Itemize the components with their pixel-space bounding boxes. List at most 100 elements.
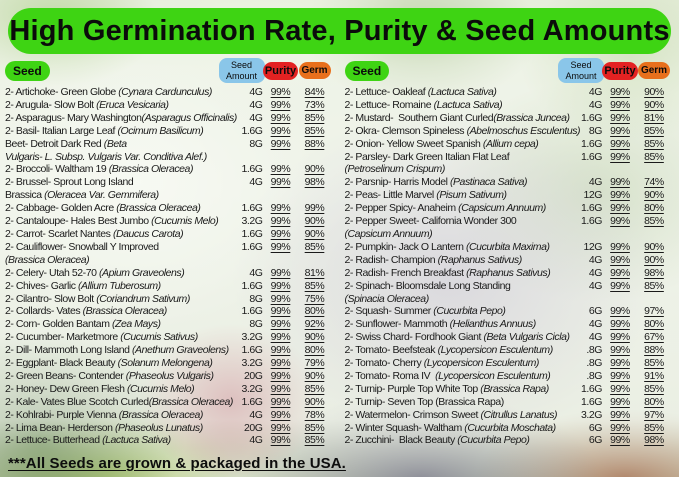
seed-latin-name: (Allium Tuberosum) xyxy=(78,279,161,292)
germ-value: 75% xyxy=(304,292,325,305)
seed-row: 2- Basil- Italian Large Leaf (Ocimum Bas… xyxy=(5,125,333,138)
germ-value: 90% xyxy=(304,331,325,344)
seed-latin-name: (Cucurbita Pepo) xyxy=(457,434,530,447)
purity-value: 99% xyxy=(270,111,291,124)
seed-name: 2- Lettuce- Romaine (Lactuca Sativa) xyxy=(345,99,571,112)
seed-latin-name: (Raphanus Sativus) xyxy=(466,266,551,279)
purity-value: 99% xyxy=(270,318,291,331)
title-banner: High Germination Rate, Purity & Seed Amo… xyxy=(8,8,671,54)
purity-value: 99% xyxy=(610,369,630,382)
seed-row: Beet- Detroit Dark Red (Beta Vulgaris- L… xyxy=(5,138,333,164)
seed-name: 2- Okra- Clemson Spineless (Abelmoschus … xyxy=(345,125,581,138)
seed-common-name: 2- Spinach- Bloomsdale Long Standing xyxy=(344,279,511,292)
seed-row: 2- Zucchini- Black Beauty (Cucurbita Pep… xyxy=(345,434,673,447)
seed-name: 2- Onion- Yellow Sweet Spanish (Allium c… xyxy=(345,138,571,151)
seed-name: 2- Tomato- Roma IV (Lycopersicon Esculen… xyxy=(345,370,571,383)
seed-row: 2- Cauliflower- Snowball Y Improved (Bra… xyxy=(5,241,333,267)
purity-value: 99% xyxy=(610,266,630,279)
seed-name: 2- Peas- Little Marvel (Pisum Sativum) xyxy=(345,189,571,202)
purity-header-badge: Purity xyxy=(262,61,299,80)
seed-amount-value: 1.6G xyxy=(241,279,263,292)
purity-value: 99% xyxy=(610,215,630,228)
seed-name: 2- Mustard- Southern Giant Curled(Brassi… xyxy=(345,112,571,125)
purity-value: 99% xyxy=(610,86,630,98)
germ-value: 85% xyxy=(304,382,325,395)
seed-row: 2- Green Beans- Contender (Phaseolus Vul… xyxy=(5,370,333,383)
seed-common-name: 2- Basil- Italian Large Leaf xyxy=(5,124,118,137)
purity-value: 99% xyxy=(270,227,291,240)
seed-latin-name: (Phaseolus Lunatus) xyxy=(115,421,203,434)
purity-value: 99% xyxy=(270,369,291,382)
seed-row: 2- Cilantro- Slow Bolt (Coriandrum Sativ… xyxy=(5,293,333,306)
seed-amount-value: 4G xyxy=(588,331,603,344)
seed-row: 2- Cabbage- Golden Acre (Brassica Olerac… xyxy=(5,202,333,215)
seed-row: 2- Peas- Little Marvel (Pisum Sativum) 1… xyxy=(345,189,673,202)
seed-name: 2- Spinach- Bloomsdale Long Standing (Sp… xyxy=(345,280,571,306)
seed-amount-value: 8G xyxy=(249,137,263,150)
seed-amount-value: 3.2G xyxy=(581,408,602,421)
seed-row: 2- Brussel- Sprout Long Island Brassica … xyxy=(5,176,333,202)
seed-name: 2- Parsnip- Harris Model (Pastinaca Sati… xyxy=(345,176,571,189)
seed-amount-value: 1.6G xyxy=(581,111,602,124)
purity-value: 99% xyxy=(270,124,291,137)
seed-name: 2- Cucumber- Marketmore (Cucumis Sativus… xyxy=(5,331,231,344)
seed-row: 2- Artichoke- Green Globe (Cynara Cardun… xyxy=(5,86,333,99)
seed-latin-name: (Raphanus Sativus) xyxy=(437,253,523,266)
purity-value: 99% xyxy=(610,279,630,292)
seed-latin-name: (Brassica Oleracea) xyxy=(82,305,168,318)
seed-row: 2- Corn- Golden Bantam (Zea Mays) 8G 99%… xyxy=(5,318,333,331)
seed-latin-name: (Brassica Oleracea) xyxy=(118,408,204,421)
seed-amount-value: 1.6G xyxy=(241,163,263,176)
seed-common-name: 2- Corn- Golden Bantam xyxy=(5,318,112,331)
seed-latin-name: (Allium cepa) xyxy=(482,137,539,150)
seed-amount-value: .8G xyxy=(586,369,602,382)
germ-value: 85% xyxy=(304,279,325,292)
seed-name: 2- Kohlrabi- Purple Vienna (Brassica Ole… xyxy=(5,409,231,422)
seed-latin-name: (Capsicum Annuum) xyxy=(458,202,546,215)
purity-value: 99% xyxy=(610,408,630,421)
seed-latin-name: (Cucurbita Maxima) xyxy=(466,240,550,253)
seed-amount-value: 1.6G xyxy=(581,382,602,395)
seed-common-name: 2- Celery- Utah 52-70 xyxy=(5,266,99,279)
seed-amount-value: 12G xyxy=(583,189,603,202)
germ-value: 98% xyxy=(644,266,664,279)
purity-value: 99% xyxy=(610,305,630,318)
seed-latin-name: (Cynara Cardunculus) xyxy=(118,86,212,98)
seed-row: 2- Asparagus- Mary Washington(Asparagus … xyxy=(5,112,333,125)
seed-name: 2- Radish- Champion (Raphanus Sativus) xyxy=(345,254,571,267)
seed-name: 2- Eggplant- Black Beauty (Solanum Melon… xyxy=(5,357,231,370)
seed-latin-name: (Brassica Juncea) xyxy=(493,111,570,124)
seed-row: 2- Tomato- Roma IV (Lycopersicon Esculen… xyxy=(345,370,673,383)
seed-latin-name: (Asparagus Officinalis) xyxy=(141,111,238,124)
purity-value: 99% xyxy=(610,98,630,111)
seed-row: 2- Chives- Garlic (Allium Tuberosum) 1.6… xyxy=(5,280,333,293)
germ-value: 85% xyxy=(644,421,664,434)
seed-name: 2- Kale- Vates Blue Scotch Curled(Brassi… xyxy=(5,396,233,409)
seed-row: 2- Lettuce- Butterhead (Lactuca Sativa) … xyxy=(5,434,333,447)
seed-common-name: 2- Carrot- Scarlet Nantes xyxy=(5,227,113,240)
seed-common-name: 2- Turnip- Seven Top (Brassica Rapa) xyxy=(344,395,505,408)
seed-name: 2- Green Beans- Contender (Phaseolus Vul… xyxy=(5,370,231,383)
seed-latin-name: (Zea Mays) xyxy=(111,318,161,331)
seed-row: 2- Lettuce- Romaine (Lactuca Sativa) 4G … xyxy=(345,99,673,112)
seed-latin-name: (Petroselinum Crispum) xyxy=(344,163,446,176)
seed-name: 2- Lettuce- Butterhead (Lactuca Sativa) xyxy=(5,434,231,447)
seed-latin-name: (Capsicum Annuum) xyxy=(344,227,433,240)
seed-latin-name: (Cucumis Melo) xyxy=(151,215,219,228)
purity-value: 99% xyxy=(270,344,291,357)
purity-header-badge: Purity xyxy=(602,61,638,80)
seed-common-name: 2- Squash- Summer xyxy=(344,305,434,318)
seed-common-name: 2- Chives- Garlic xyxy=(5,279,78,292)
germ-value: 98% xyxy=(644,434,664,447)
seed-amount-value: 1.6G xyxy=(581,395,602,408)
seed-row: 2- Pepper Spicy- Anaheim (Capsicum Annuu… xyxy=(345,202,673,215)
seed-name: 2- Broccoli- Waltham 19 (Brassica Olerac… xyxy=(5,163,231,176)
seed-header-badge: Seed xyxy=(5,60,50,81)
purity-value: 99% xyxy=(610,124,630,137)
germ-value: 85% xyxy=(304,240,325,253)
seed-common-name: 2- Asparagus- Mary Washington xyxy=(5,111,142,124)
purity-value: 99% xyxy=(270,331,291,344)
seed-amount-value: 1.6G xyxy=(241,227,263,240)
seed-row: 2- Lettuce- Oakleaf (Lactuca Sativa) 4G … xyxy=(345,86,673,99)
seed-common-name: 2- Dill- Mammoth Long Island xyxy=(5,344,133,357)
